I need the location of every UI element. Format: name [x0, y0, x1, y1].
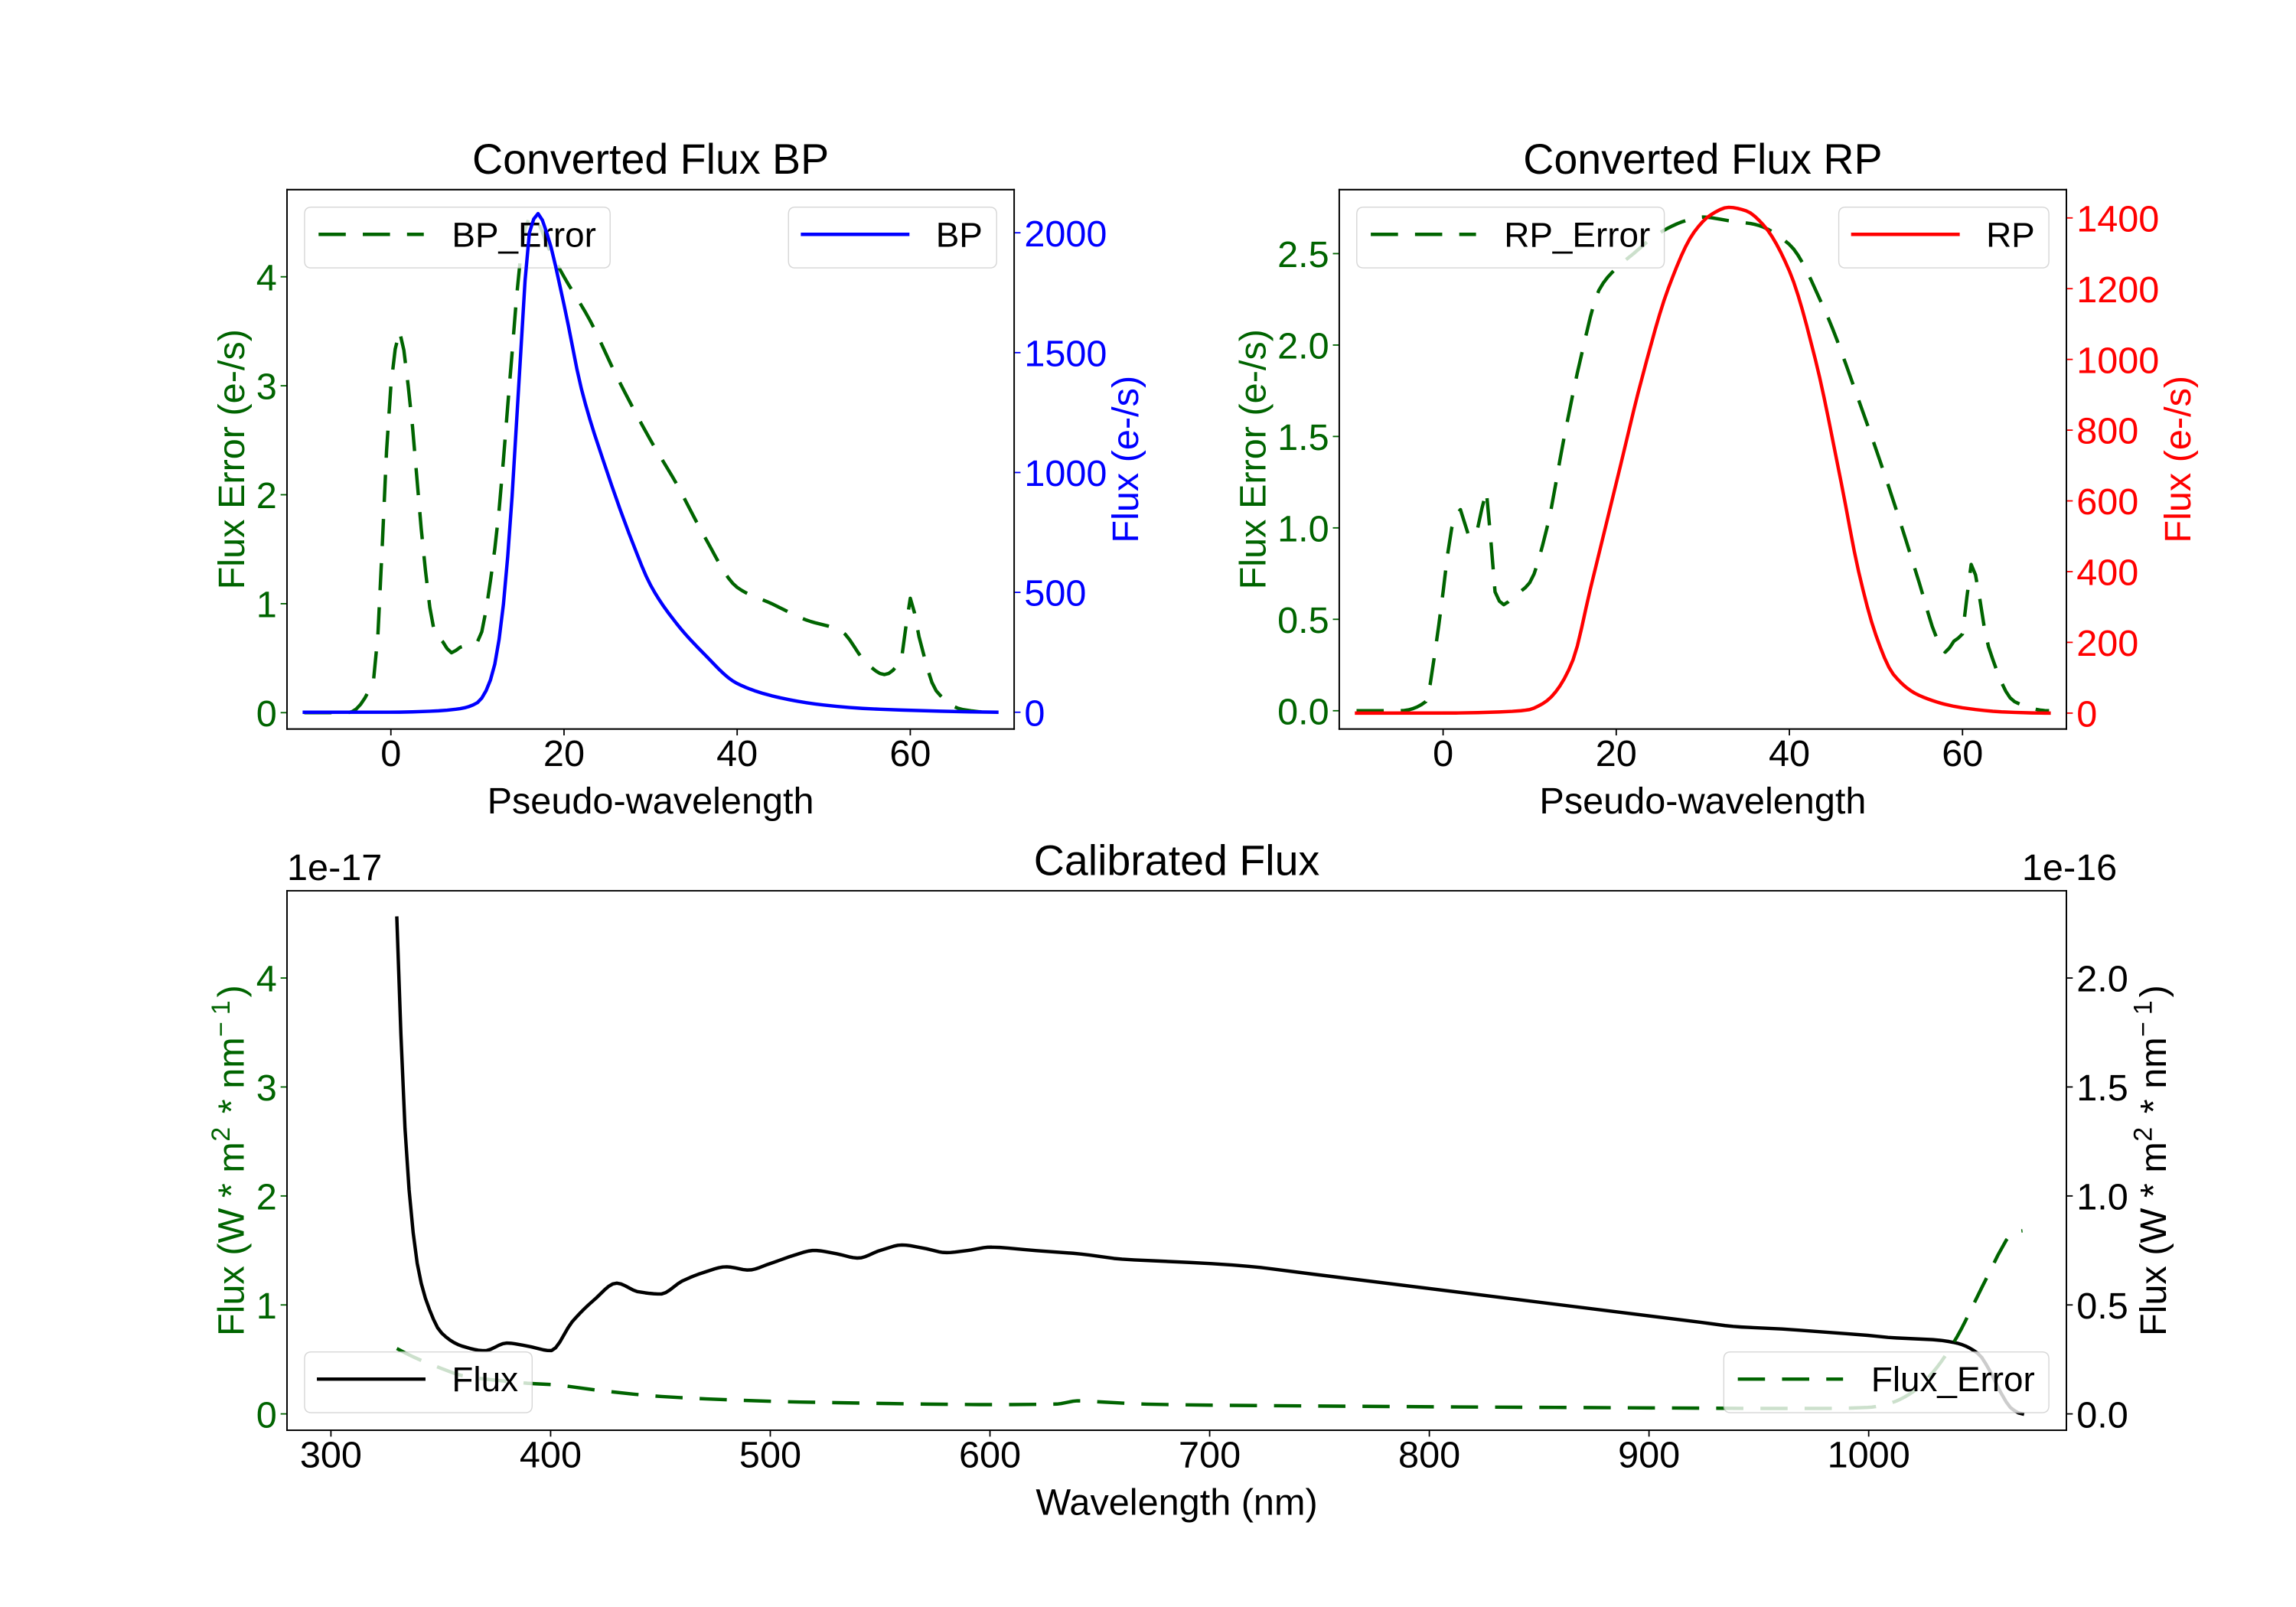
svg-text:40: 40 — [716, 733, 758, 774]
svg-text:BP: BP — [936, 215, 983, 254]
svg-text:Flux_Error: Flux_Error — [1871, 1360, 2035, 1399]
svg-text:500: 500 — [739, 1434, 801, 1475]
svg-text:2.0: 2.0 — [2076, 959, 2128, 1000]
svg-text:0.0: 0.0 — [2076, 1394, 2128, 1436]
svg-text:4: 4 — [256, 257, 277, 298]
svg-text:0: 0 — [256, 693, 277, 735]
svg-text:40: 40 — [1769, 733, 1810, 774]
svg-text:20: 20 — [1596, 733, 1637, 774]
svg-text:800: 800 — [2076, 411, 2138, 452]
svg-text:400: 400 — [520, 1434, 582, 1475]
svg-text:Flux Error (e-/s): Flux Error (e-/s) — [211, 329, 253, 589]
svg-text:60: 60 — [1942, 733, 1983, 774]
svg-text:600: 600 — [2076, 481, 2138, 523]
svg-text:300: 300 — [300, 1434, 362, 1475]
svg-text:Flux (e-/s): Flux (e-/s) — [2157, 376, 2199, 543]
svg-text:200: 200 — [2076, 623, 2138, 664]
svg-text:Flux Error (e-/s): Flux Error (e-/s) — [1232, 329, 1274, 589]
svg-text:2: 2 — [256, 1176, 277, 1217]
svg-text:RP: RP — [1986, 215, 2035, 254]
svg-text:900: 900 — [1618, 1434, 1680, 1475]
svg-text:0: 0 — [1024, 693, 1045, 734]
svg-text:0.0: 0.0 — [1277, 691, 1329, 732]
svg-text:1.5: 1.5 — [2076, 1068, 2128, 1109]
svg-text:Converted Flux BP: Converted Flux BP — [472, 135, 829, 183]
svg-text:500: 500 — [1024, 573, 1086, 614]
svg-text:0: 0 — [256, 1394, 277, 1436]
svg-text:Calibrated Flux: Calibrated Flux — [1034, 836, 1320, 884]
svg-text:2.5: 2.5 — [1277, 234, 1329, 275]
svg-text:600: 600 — [959, 1434, 1021, 1475]
svg-text:F l u x: F l u x ( W * m * n m ) 2 − 1 — [2128, 980, 2174, 1336]
svg-text:2000: 2000 — [1024, 214, 1107, 255]
svg-text:1.0: 1.0 — [1277, 508, 1329, 549]
svg-text:800: 800 — [1398, 1434, 1460, 1475]
svg-text:F l u x: F l u x ( W * m * n m ) 2 − 1 — [207, 980, 253, 1336]
svg-text:1: 1 — [256, 585, 277, 626]
svg-text:3: 3 — [256, 367, 277, 408]
svg-text:1200: 1200 — [2076, 269, 2159, 311]
svg-text:1000: 1000 — [2076, 340, 2159, 381]
svg-text:1e-17: 1e-17 — [287, 847, 382, 888]
svg-text:BP_Error: BP_Error — [452, 215, 595, 254]
svg-text:1.0: 1.0 — [2076, 1176, 2128, 1217]
svg-text:700: 700 — [1179, 1434, 1241, 1475]
svg-text:1500: 1500 — [1024, 333, 1107, 374]
svg-text:RP_Error: RP_Error — [1504, 215, 1650, 254]
svg-text:Flux: Flux — [452, 1360, 518, 1399]
svg-text:Pseudo-wavelength: Pseudo-wavelength — [488, 781, 814, 822]
svg-text:Flux (e-/s): Flux (e-/s) — [1105, 376, 1146, 543]
svg-text:0: 0 — [2076, 693, 2097, 735]
svg-text:1400: 1400 — [2076, 198, 2159, 240]
svg-text:1.5: 1.5 — [1277, 417, 1329, 458]
svg-text:3: 3 — [256, 1068, 277, 1109]
svg-text:20: 20 — [543, 733, 585, 774]
svg-text:1000: 1000 — [1024, 453, 1107, 494]
svg-text:0.5: 0.5 — [2076, 1286, 2128, 1327]
svg-text:2.0: 2.0 — [1277, 326, 1329, 367]
svg-text:0.5: 0.5 — [1277, 600, 1329, 641]
svg-text:1: 1 — [256, 1286, 277, 1327]
svg-text:Pseudo-wavelength: Pseudo-wavelength — [1539, 781, 1866, 822]
svg-text:Converted Flux RP: Converted Flux RP — [1523, 135, 1882, 183]
svg-text:Wavelength (nm): Wavelength (nm) — [1035, 1482, 1317, 1523]
svg-text:0: 0 — [1433, 733, 1453, 774]
svg-text:0: 0 — [380, 733, 401, 774]
svg-text:4: 4 — [256, 959, 277, 1000]
svg-text:400: 400 — [2076, 553, 2138, 594]
svg-text:60: 60 — [889, 733, 931, 774]
svg-text:1000: 1000 — [1828, 1434, 1910, 1475]
svg-text:2: 2 — [256, 475, 277, 517]
svg-text:1e-16: 1e-16 — [2022, 847, 2117, 888]
